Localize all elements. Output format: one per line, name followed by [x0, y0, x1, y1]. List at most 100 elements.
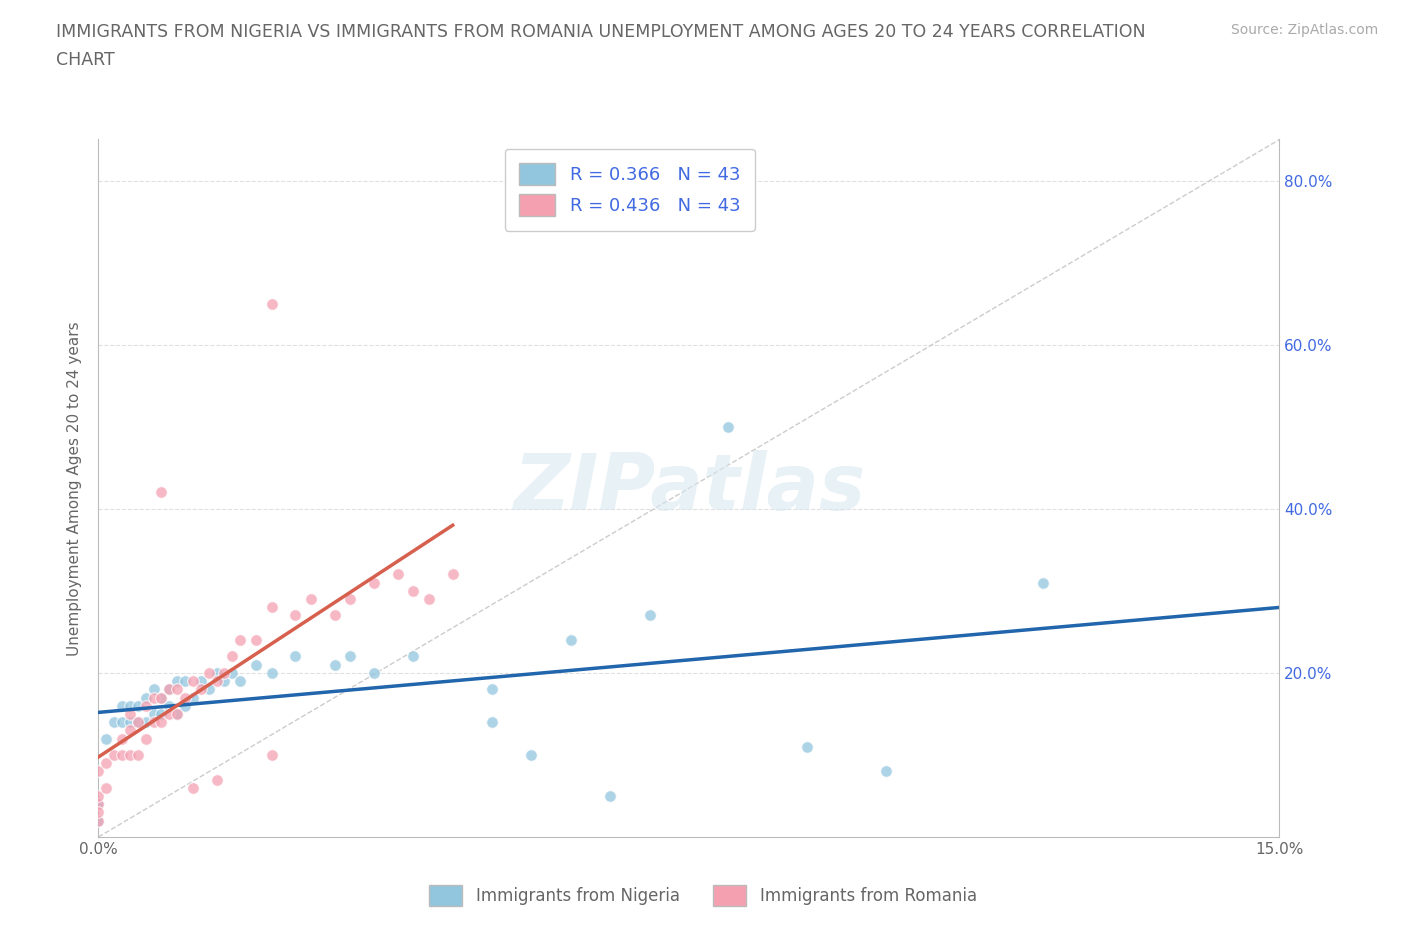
- Point: [118, 723, 141, 737]
- Point: [638, 608, 661, 623]
- Point: [96, 756, 118, 771]
- Point: [118, 707, 141, 722]
- Point: [339, 591, 361, 606]
- Point: [166, 707, 188, 722]
- Point: [875, 764, 897, 778]
- Point: [181, 673, 204, 688]
- Point: [363, 666, 385, 681]
- Text: Source: ZipAtlas.com: Source: ZipAtlas.com: [1230, 23, 1378, 37]
- Point: [127, 714, 149, 729]
- Point: [111, 698, 134, 713]
- Point: [229, 673, 252, 688]
- Point: [118, 698, 141, 713]
- Point: [402, 583, 425, 598]
- Point: [142, 690, 165, 705]
- Point: [796, 739, 818, 754]
- Point: [150, 707, 173, 722]
- Point: [214, 673, 236, 688]
- Legend: R = 0.366   N = 43, R = 0.436   N = 43: R = 0.366 N = 43, R = 0.436 N = 43: [505, 149, 755, 231]
- Point: [135, 731, 157, 746]
- Point: [560, 632, 582, 647]
- Point: [205, 666, 228, 681]
- Point: [87, 813, 110, 828]
- Point: [174, 690, 197, 705]
- Point: [190, 682, 212, 697]
- Point: [323, 658, 346, 672]
- Point: [166, 673, 188, 688]
- Point: [1032, 575, 1054, 590]
- Point: [284, 649, 307, 664]
- Point: [87, 789, 110, 804]
- Point: [142, 714, 165, 729]
- Point: [127, 748, 149, 763]
- Text: CHART: CHART: [56, 51, 115, 69]
- Point: [214, 666, 236, 681]
- Point: [205, 772, 228, 787]
- Point: [87, 805, 110, 820]
- Point: [221, 666, 243, 681]
- Point: [260, 296, 283, 311]
- Point: [96, 780, 118, 795]
- Point: [166, 707, 188, 722]
- Point: [142, 707, 165, 722]
- Point: [197, 682, 219, 697]
- Point: [87, 813, 110, 828]
- Point: [481, 682, 503, 697]
- Point: [221, 649, 243, 664]
- Point: [103, 714, 125, 729]
- Point: [87, 797, 110, 812]
- Point: [245, 632, 267, 647]
- Point: [402, 649, 425, 664]
- Point: [142, 682, 165, 697]
- Point: [118, 748, 141, 763]
- Point: [717, 419, 740, 434]
- Point: [127, 698, 149, 713]
- Point: [205, 673, 228, 688]
- Point: [150, 714, 173, 729]
- Point: [150, 690, 173, 705]
- Text: ZIPatlas: ZIPatlas: [513, 450, 865, 526]
- Point: [387, 567, 409, 582]
- Point: [87, 797, 110, 812]
- Point: [127, 714, 149, 729]
- Point: [260, 748, 283, 763]
- Point: [157, 682, 180, 697]
- Point: [157, 682, 180, 697]
- Point: [520, 748, 543, 763]
- Point: [339, 649, 361, 664]
- Point: [245, 658, 267, 672]
- Point: [135, 714, 157, 729]
- Point: [174, 673, 197, 688]
- Point: [103, 748, 125, 763]
- Point: [181, 780, 204, 795]
- Point: [441, 567, 464, 582]
- Point: [111, 748, 134, 763]
- Point: [111, 731, 134, 746]
- Point: [363, 575, 385, 590]
- Point: [229, 632, 252, 647]
- Point: [197, 666, 219, 681]
- Text: IMMIGRANTS FROM NIGERIA VS IMMIGRANTS FROM ROMANIA UNEMPLOYMENT AMONG AGES 20 TO: IMMIGRANTS FROM NIGERIA VS IMMIGRANTS FR…: [56, 23, 1146, 41]
- Point: [157, 698, 180, 713]
- Point: [150, 690, 173, 705]
- Point: [190, 673, 212, 688]
- Point: [299, 591, 322, 606]
- Point: [323, 608, 346, 623]
- Point: [87, 764, 110, 778]
- Point: [166, 682, 188, 697]
- Point: [481, 714, 503, 729]
- Point: [418, 591, 440, 606]
- Point: [118, 714, 141, 729]
- Point: [174, 698, 197, 713]
- Y-axis label: Unemployment Among Ages 20 to 24 years: Unemployment Among Ages 20 to 24 years: [67, 321, 83, 656]
- Point: [96, 731, 118, 746]
- Point: [284, 608, 307, 623]
- Point: [181, 690, 204, 705]
- Point: [260, 666, 283, 681]
- Point: [599, 789, 621, 804]
- Point: [111, 714, 134, 729]
- Point: [157, 707, 180, 722]
- Point: [260, 600, 283, 615]
- Legend: Immigrants from Nigeria, Immigrants from Romania: Immigrants from Nigeria, Immigrants from…: [422, 879, 984, 912]
- Point: [135, 690, 157, 705]
